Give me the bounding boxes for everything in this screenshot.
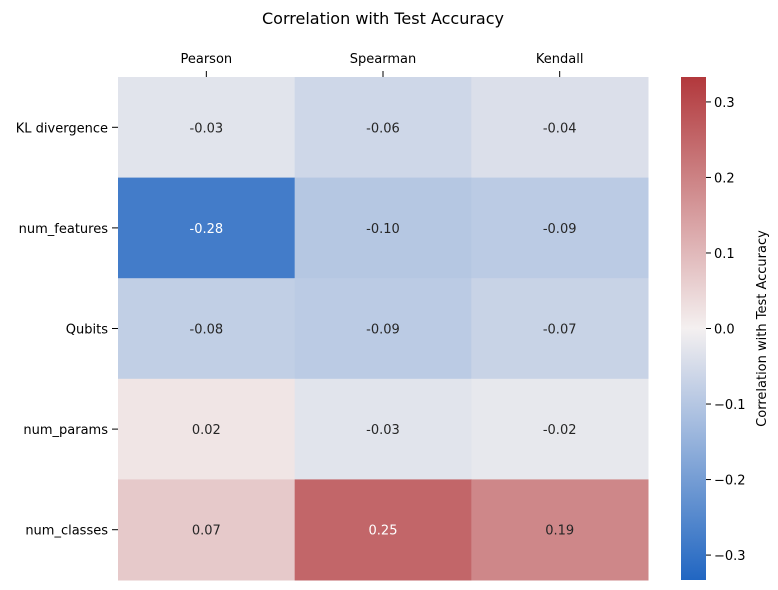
colorbar-tick-label: 0.0 [714,323,735,338]
heatmap-cell [294,278,472,380]
heatmap-cell [471,177,649,279]
heatmap-cell [471,479,649,581]
heatmap-cell [294,378,472,480]
cell-value-label: -0.08 [190,323,224,338]
row-label: Qubits [66,323,108,338]
colorbar-tick-label: 0.3 [714,96,735,111]
heatmap-cell [118,378,296,480]
cell-value-label: -0.03 [366,423,400,438]
column-label: Kendall [536,52,584,67]
heatmap-cell [118,77,296,179]
heatmap-cell [118,278,296,380]
cell-value-label: -0.10 [366,222,400,237]
column-axis: Pearson Spearman Kendall [181,52,584,77]
cell-value-label: -0.28 [190,222,224,237]
colorbar-tick-label: −0.2 [714,474,746,489]
cell-value-label: -0.04 [543,121,577,136]
heatmap-cell [294,77,472,179]
row-label: num_features [19,222,109,237]
heatmap-cell [294,479,472,581]
row-axis: KL divergence num_features Qubits num_param… [16,121,118,539]
heatmap-cell [471,278,649,380]
colorbar: 0.3 0.2 0.1 0.0 −0.1 −0.2 −0.3 Correlation with… [681,77,770,580]
heatmap-cell [471,378,649,480]
cell-value-label: -0.09 [366,323,400,338]
heatmap-cells [118,77,649,581]
cell-value-label: -0.07 [543,323,577,338]
cell-labels: -0.03 -0.06 -0.04 -0.28 -0.10 -0.09 -0.08 -0.09… [190,121,577,538]
column-label: Spearman [350,52,416,67]
cell-value-label: 0.07 [192,524,221,539]
cell-value-label: -0.06 [366,121,400,136]
cell-value-label: 0.02 [192,423,221,438]
heatmap-cell [118,479,296,581]
colorbar-tick-label: 0.1 [714,247,735,262]
cell-value-label: 0.25 [369,524,398,539]
row-label: num_params [23,423,108,438]
heatmap-cell [294,177,472,279]
heatmap-cell [118,177,296,279]
cell-value-label: 0.19 [545,524,574,539]
cell-value-label: -0.02 [543,423,577,438]
row-label: KL divergence [16,121,108,136]
colorbar-tick-label: −0.1 [714,398,746,413]
cell-value-label: -0.03 [190,121,224,136]
colorbar-label: Correlation with Test Accuracy [755,230,770,427]
chart-title: Correlation with Test Accuracy [262,9,504,28]
row-label: num_classes [25,524,108,539]
column-label: Pearson [181,52,233,67]
colorbar-gradient [681,77,706,580]
heatmap-cell [471,77,649,179]
cell-value-label: -0.09 [543,222,577,237]
colorbar-tick-label: −0.3 [714,549,746,564]
colorbar-tick-label: 0.2 [714,171,735,186]
